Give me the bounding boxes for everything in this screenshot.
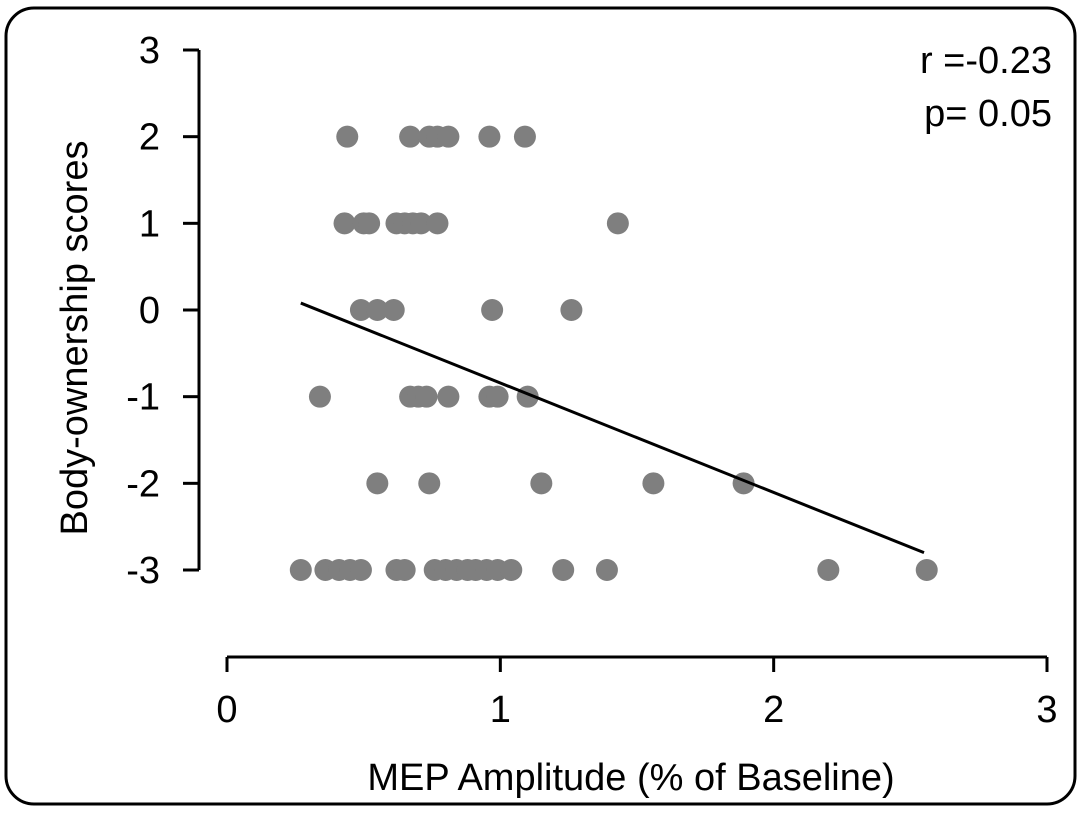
- y-tick-label: -2: [126, 463, 160, 505]
- y-axis-ticks: 3 2 1 0 -1 -2 -3: [126, 30, 199, 592]
- x-tick-label: 3: [1036, 689, 1057, 731]
- data-point: [530, 472, 553, 495]
- data-point: [642, 472, 665, 495]
- x-axis-ticks: 0 1 2 3: [216, 657, 1058, 731]
- correlation-p-label: p= 0.05: [924, 93, 1052, 135]
- x-axis-title: MEP Amplitude (% of Baseline): [367, 757, 894, 799]
- regression-line: [300, 301, 925, 555]
- x-tick-label: 1: [490, 689, 511, 731]
- data-point: [817, 559, 840, 581]
- data-point: [358, 212, 381, 235]
- data-point: [382, 299, 405, 321]
- data-point: [415, 385, 438, 408]
- data-point: [399, 125, 422, 148]
- y-tick-label: -3: [126, 550, 160, 592]
- data-point: [349, 559, 372, 581]
- y-tick-label: 2: [139, 117, 160, 159]
- data-point: [437, 385, 460, 408]
- data-point: [478, 125, 501, 148]
- data-point: [560, 299, 583, 321]
- data-points: [289, 125, 938, 581]
- data-point: [500, 559, 523, 581]
- y-tick-label: 3: [139, 30, 160, 72]
- x-tick-label: 0: [216, 689, 237, 731]
- correlation-r-label: r =-0.23: [920, 40, 1052, 82]
- chart-frame: [4, 6, 1077, 806]
- data-point: [366, 472, 389, 495]
- data-point: [595, 559, 618, 581]
- data-point: [308, 385, 331, 408]
- data-point: [513, 125, 536, 148]
- y-axis-title: Body-ownership scores: [54, 141, 96, 536]
- y-tick-label: -1: [126, 377, 160, 419]
- data-point: [481, 299, 504, 321]
- data-point: [336, 125, 359, 148]
- data-point: [366, 299, 389, 321]
- data-point: [552, 559, 575, 581]
- data-point: [393, 559, 416, 581]
- data-point: [915, 559, 938, 581]
- y-tick-label: 1: [139, 203, 160, 245]
- data-point: [418, 472, 441, 495]
- data-point: [349, 299, 372, 321]
- data-point: [606, 212, 629, 235]
- data-point: [289, 559, 312, 581]
- x-tick-label: 2: [763, 689, 784, 731]
- y-tick-label: 0: [139, 290, 160, 332]
- data-point: [486, 385, 509, 408]
- data-point: [333, 212, 356, 235]
- data-point: [410, 212, 433, 235]
- data-point: [437, 125, 460, 148]
- data-point: [426, 212, 449, 235]
